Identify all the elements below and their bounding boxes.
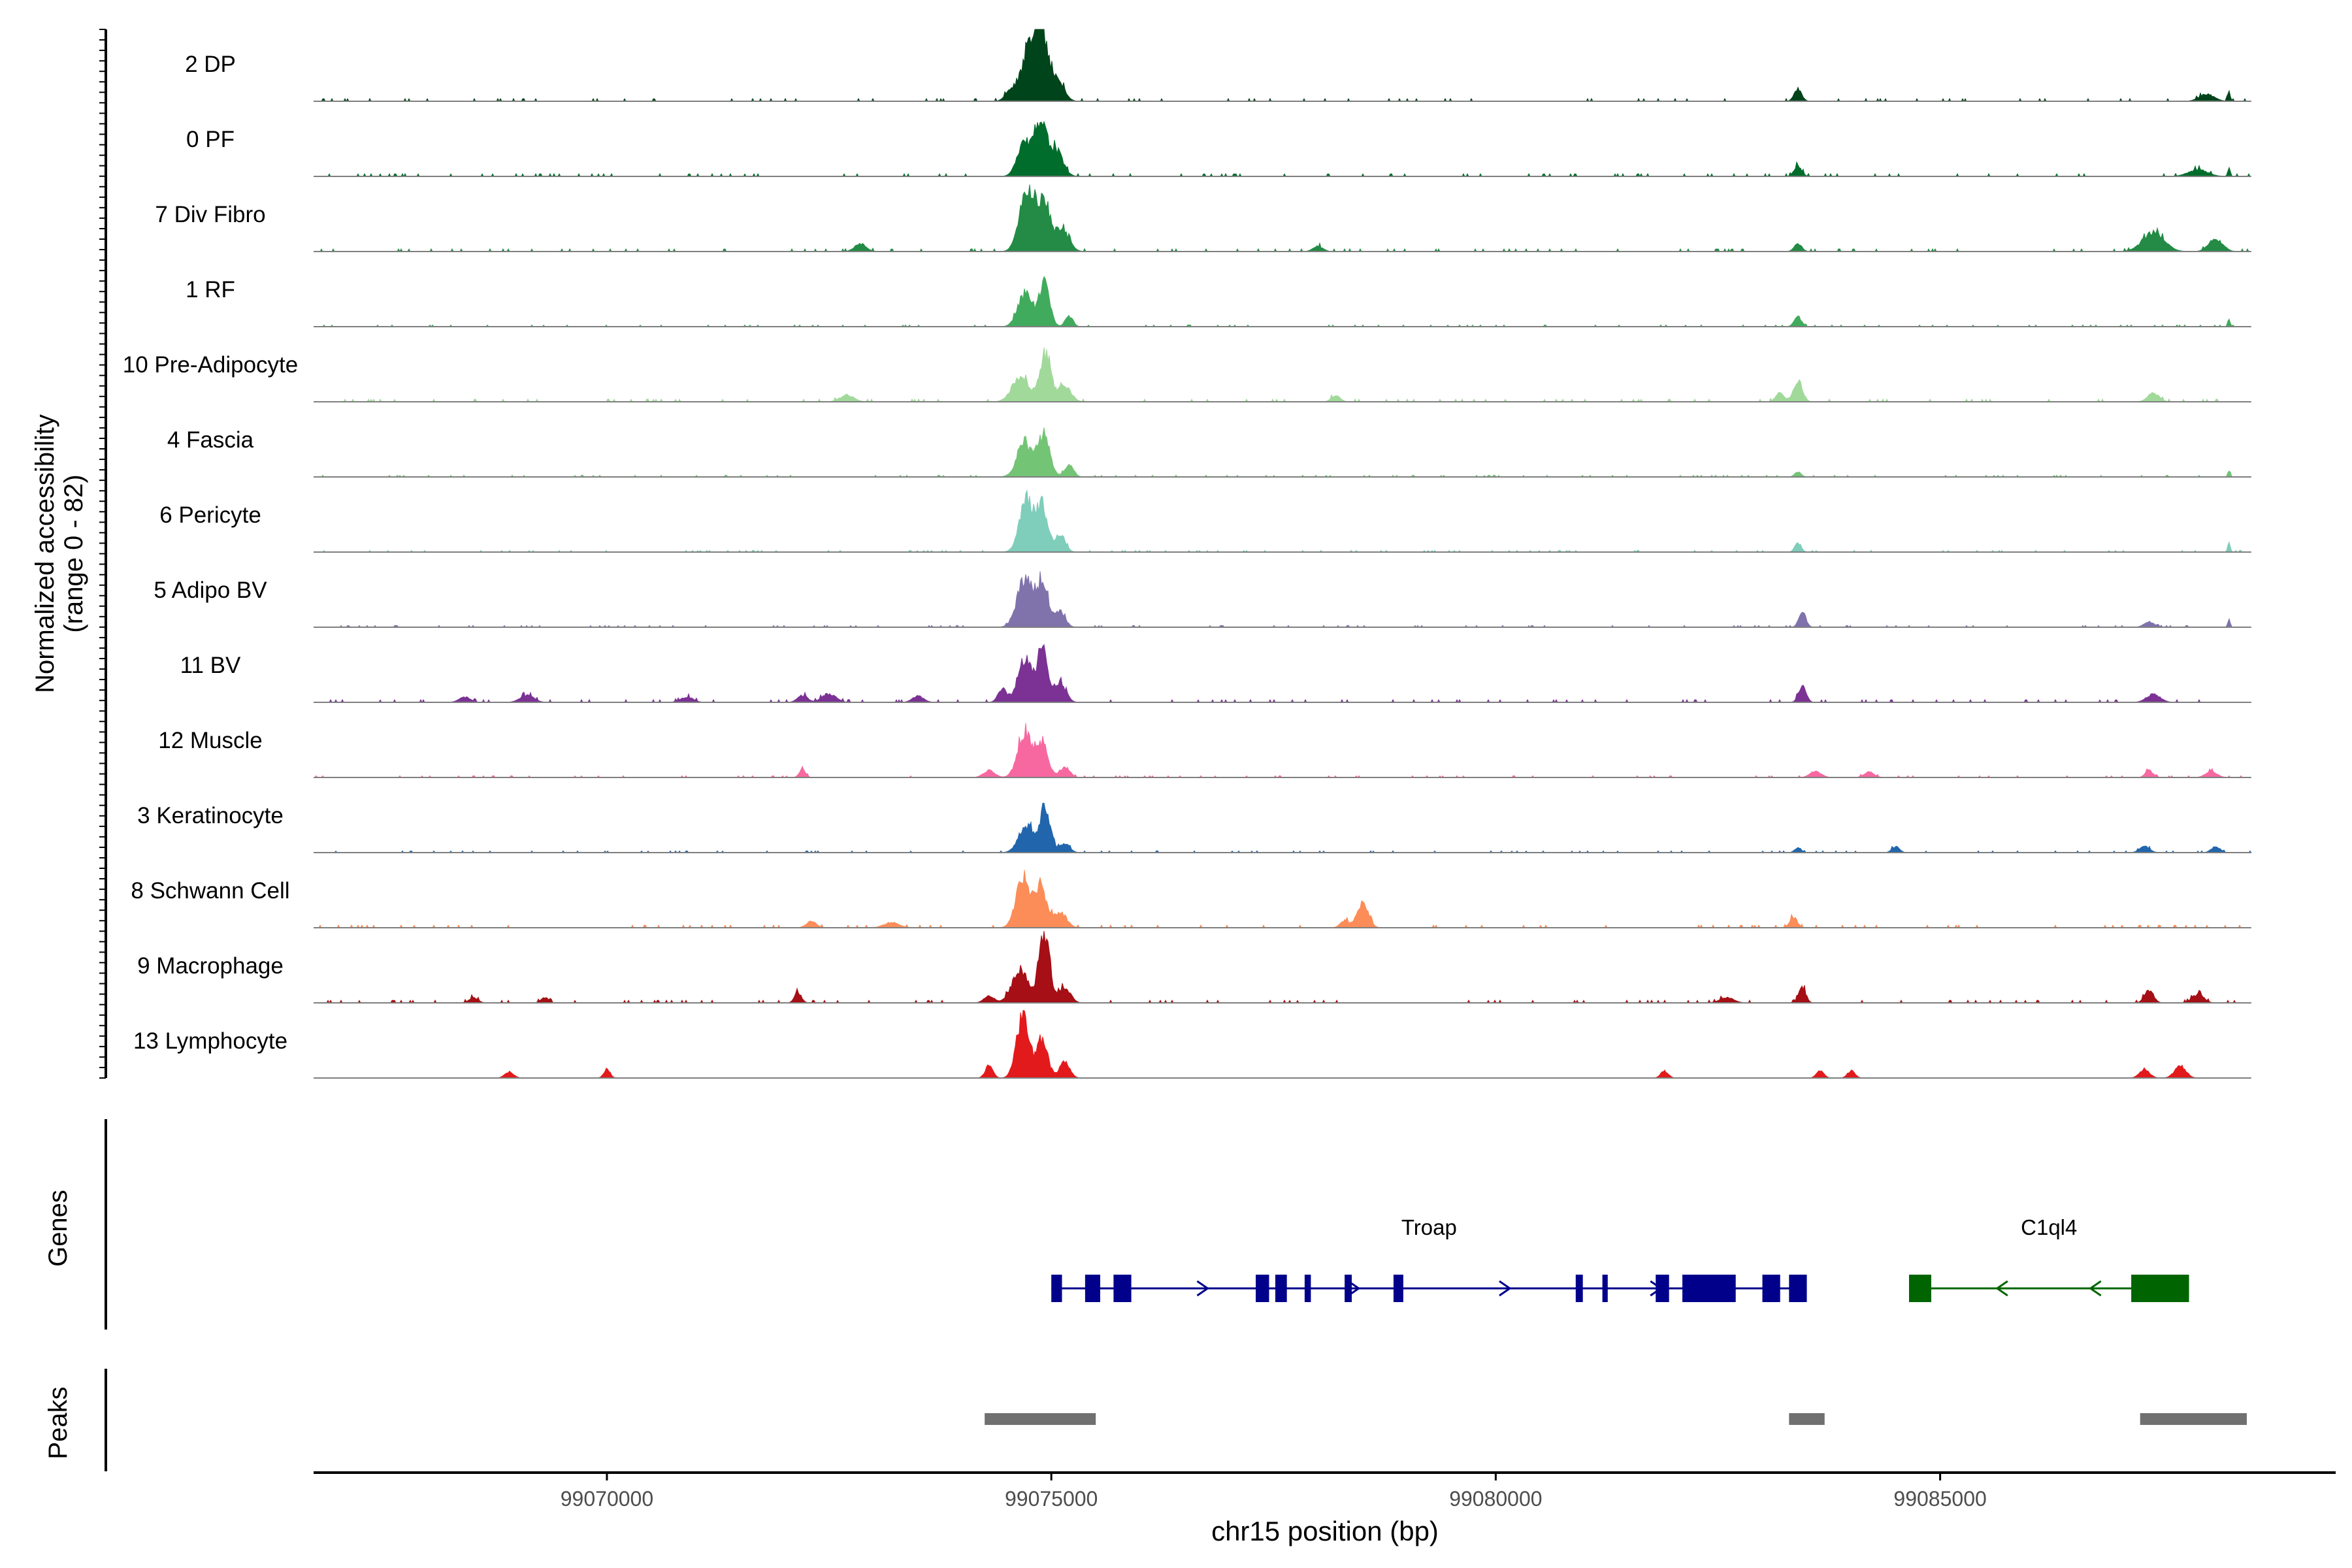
gene-exon — [1789, 1275, 1806, 1302]
gene-exon — [1682, 1275, 1736, 1302]
coverage-area — [314, 491, 2251, 552]
track-label: 4 Fascia — [167, 427, 254, 453]
y-axis-label-line: Normalized accessibility — [31, 414, 59, 693]
y-axis-label-line: (range 0 - 82) — [59, 474, 88, 632]
gene-name-label: C1ql4 — [2021, 1215, 2077, 1239]
coverage-area — [314, 1011, 2251, 1078]
gene-exon — [1256, 1275, 1269, 1302]
track-label: 11 BV — [180, 653, 241, 678]
genes-track-label: Genes — [44, 1190, 73, 1267]
x-axis-label: chr15 position (bp) — [1211, 1516, 1439, 1546]
x-tick-label: 99075000 — [1005, 1487, 1098, 1511]
track-9-macrophage: 9 Macrophage — [137, 931, 2251, 1003]
x-tick-label: 99070000 — [561, 1487, 653, 1511]
gene-exon — [1305, 1275, 1311, 1302]
track-7-div-fibro: 7 Div Fibro — [155, 185, 2251, 252]
track-0-pf: 0 PF — [186, 122, 2251, 176]
track-label: 0 PF — [186, 127, 235, 152]
gene-exon — [1113, 1275, 1131, 1302]
track-1-rf: 1 RF — [186, 277, 2251, 327]
coverage-area — [314, 348, 2251, 402]
track-2-dp: 2 DP — [185, 29, 2251, 101]
track-4-fascia: 4 Fascia — [167, 427, 2251, 477]
gene-exon — [1763, 1275, 1780, 1302]
coverage-y-axis — [99, 29, 106, 1078]
track-10-pre-adipocyte: 10 Pre-Adipocyte — [123, 348, 2251, 402]
peaks-track — [106, 1369, 2247, 1471]
gene-exon — [1603, 1275, 1608, 1302]
coverage-area — [314, 870, 2251, 928]
track-label: 1 RF — [186, 277, 235, 302]
track-label: 3 Keratinocyte — [137, 803, 284, 828]
y-axis-label: Normalized accessibility(range 0 - 82) — [31, 414, 88, 693]
coverage-area — [314, 29, 2251, 101]
track-label: 7 Div Fibro — [155, 202, 265, 227]
gene-exon — [1576, 1275, 1583, 1302]
track-13-lymphocyte: 13 Lymphocyte — [133, 1011, 2251, 1078]
x-axis: 99070000 99075000 99080000 99085000 — [314, 1473, 2336, 1511]
gene-name-label: Troap — [1401, 1215, 1457, 1239]
gene-exon — [1275, 1275, 1287, 1302]
track-label: 13 Lymphocyte — [133, 1028, 287, 1054]
track-label: 2 DP — [185, 52, 236, 77]
coverage-area — [314, 277, 2251, 327]
peak-region — [2140, 1413, 2247, 1425]
gene-exon — [1051, 1275, 1062, 1302]
peak-region — [985, 1413, 1096, 1425]
gene-exon — [1909, 1275, 1931, 1302]
peak-region — [1789, 1413, 1824, 1425]
track-12-muscle: 12 Muscle — [158, 723, 2251, 777]
gene-c1ql4: C1ql4 — [1909, 1215, 2189, 1302]
coverage-area — [314, 428, 2251, 478]
gene-troap: Troap — [1051, 1215, 1806, 1302]
coverage-area — [314, 645, 2251, 702]
track-3-keratinocyte: 3 Keratinocyte — [137, 803, 2251, 853]
track-label: 10 Pre-Adipocyte — [123, 352, 298, 378]
track-6-pericyte: 6 Pericyte — [159, 491, 2251, 552]
coverage-area — [314, 803, 2251, 853]
track-label: 5 Adipo BV — [154, 578, 267, 603]
gene-exon — [1085, 1275, 1100, 1302]
gene-exon — [1345, 1275, 1352, 1302]
peaks-track-label: Peaks — [44, 1386, 73, 1459]
track-11-bv: 11 BV — [180, 645, 2251, 702]
coverage-area — [314, 185, 2251, 252]
coverage-area — [314, 122, 2251, 176]
track-label: 6 Pericyte — [159, 502, 261, 528]
coverage-area — [314, 572, 2251, 627]
x-tick-label: 99085000 — [1893, 1487, 1986, 1511]
track-label: 12 Muscle — [158, 728, 263, 753]
gene-exon — [1656, 1275, 1669, 1302]
gene-exon — [1394, 1275, 1403, 1302]
coverage-tracks: 2 DP 0 PF 7 Div Fibro 1 RF 10 Pre-Adipocyte 4… — [123, 29, 2251, 1078]
genes-track: Troap C1ql4 — [106, 1119, 2189, 1330]
coverage-area — [314, 931, 2251, 1003]
track-8-schwann-cell: 8 Schwann Cell — [131, 870, 2251, 928]
track-label: 9 Macrophage — [137, 953, 284, 979]
track-5-adipo-bv: 5 Adipo BV — [154, 572, 2251, 627]
gene-exon — [2131, 1275, 2189, 1302]
track-label: 8 Schwann Cell — [131, 878, 289, 904]
coverage-area — [314, 723, 2251, 777]
x-tick-label: 99080000 — [1449, 1487, 1542, 1511]
